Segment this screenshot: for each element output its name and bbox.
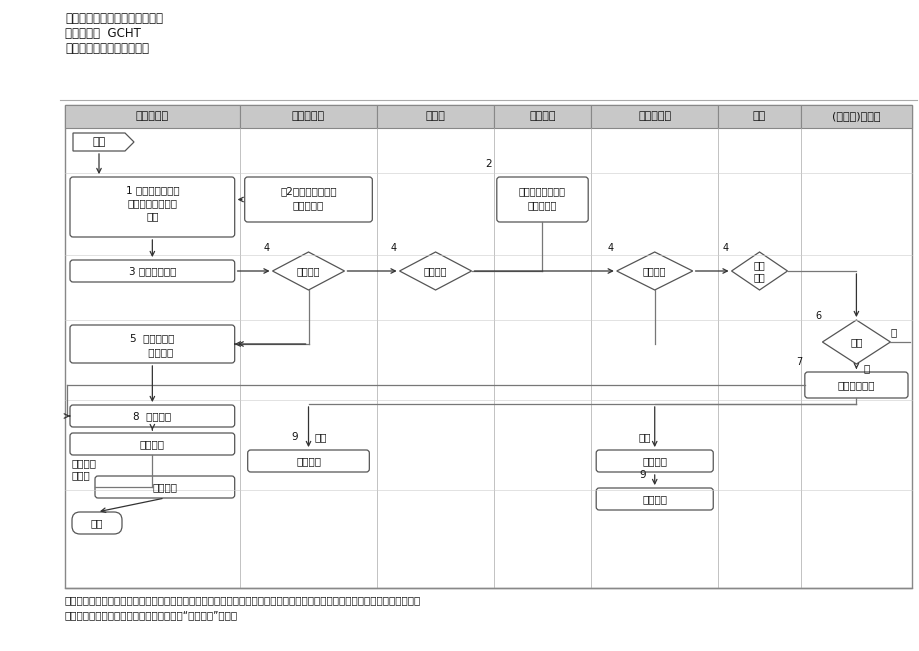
Text: 总工: 总工 <box>752 111 766 122</box>
FancyBboxPatch shape <box>244 177 372 222</box>
Text: 6: 6 <box>814 311 821 321</box>
Text: 支付审核: 支付审核 <box>424 266 447 276</box>
Text: 4: 4 <box>607 243 613 253</box>
Text: 审批: 审批 <box>849 337 862 347</box>
Polygon shape <box>731 252 787 290</box>
FancyBboxPatch shape <box>804 372 907 398</box>
Text: 否: 否 <box>890 327 896 337</box>
FancyBboxPatch shape <box>247 450 369 472</box>
Polygon shape <box>616 252 692 290</box>
Text: 技术: 技术 <box>753 260 765 270</box>
Text: 供业务支持: 供业务支持 <box>528 200 557 210</box>
Text: 法律审核: 法律审核 <box>297 266 320 276</box>
Text: 把关: 把关 <box>753 272 765 282</box>
Text: 参与合同谈判，提: 参与合同谈判，提 <box>518 186 565 196</box>
Text: 流程主办部门：工程管理部: 流程主办部门：工程管理部 <box>65 42 149 55</box>
Bar <box>377 105 494 128</box>
FancyBboxPatch shape <box>72 512 122 534</box>
FancyBboxPatch shape <box>596 450 712 472</box>
Polygon shape <box>272 252 344 290</box>
FancyBboxPatch shape <box>70 405 234 427</box>
FancyBboxPatch shape <box>496 177 587 222</box>
Text: 财务部: 财务部 <box>425 111 445 122</box>
Text: 结束: 结束 <box>91 518 103 528</box>
Text: 开始: 开始 <box>92 137 106 147</box>
Text: 供法律支持: 供法律支持 <box>292 200 323 210</box>
Text: 说明：工程类包括建筑施工、监理和采购；其中乙方限于公司合格供方名录中备选单位；对于设计合同，在以上流程中工程管理部: 说明：工程类包括建筑施工、监理和采购；其中乙方限于公司合格供方名录中备选单位；对… <box>65 595 421 605</box>
Text: 部留存: 部留存 <box>72 470 91 480</box>
Text: 合同副本: 合同副本 <box>153 482 177 492</box>
Text: 文本: 文本 <box>146 211 158 221</box>
Text: 修改完善: 修改完善 <box>131 347 173 357</box>
Text: 合同副本: 合同副本 <box>641 456 666 466</box>
FancyBboxPatch shape <box>70 433 234 455</box>
Text: 成本合约部: 成本合约部 <box>638 111 671 122</box>
Polygon shape <box>399 252 471 290</box>
FancyBboxPatch shape <box>70 260 234 282</box>
FancyBboxPatch shape <box>70 325 234 363</box>
Text: 正式签定合同: 正式签定合同 <box>837 380 874 390</box>
Bar <box>718 105 800 128</box>
Bar <box>591 105 718 128</box>
Text: 7: 7 <box>795 357 801 367</box>
Polygon shape <box>73 133 134 151</box>
Text: (主管副)总经理: (主管副)总经理 <box>832 111 879 122</box>
Text: 是: 是 <box>862 363 868 373</box>
Text: 监控执行: 监控执行 <box>641 494 666 504</box>
FancyBboxPatch shape <box>95 476 234 498</box>
Text: 9: 9 <box>291 432 298 442</box>
Text: 综合办公室: 综合办公室 <box>291 111 324 122</box>
Text: 2: 2 <box>485 159 492 169</box>
Text: 留存: 留存 <box>638 432 651 442</box>
Text: 1 根据需要组织合: 1 根据需要组织合 <box>125 185 179 195</box>
Text: 4: 4 <box>721 243 728 253</box>
Text: 合同正本: 合同正本 <box>140 439 165 449</box>
Polygon shape <box>822 320 890 364</box>
Text: 4: 4 <box>390 243 396 253</box>
FancyBboxPatch shape <box>596 488 712 510</box>
Text: 合同副本: 合同副本 <box>296 456 321 466</box>
Text: 同谈判，起草合同: 同谈判，起草合同 <box>127 198 177 208</box>
Text: 参2与合同谈判，提: 参2与合同谈判，提 <box>280 186 336 196</box>
Bar <box>65 105 240 128</box>
Text: 5  对合同文本: 5 对合同文本 <box>130 333 175 343</box>
Text: 9: 9 <box>639 470 645 480</box>
Text: 代之以发展规划部，相应地工程管理部作为“相关部门”参与。: 代之以发展规划部，相应地工程管理部作为“相关部门”参与。 <box>65 610 238 620</box>
Text: 相关部门: 相关部门 <box>528 111 555 122</box>
Text: 流程名称：工程类合同管理流程: 流程名称：工程类合同管理流程 <box>65 12 163 25</box>
Text: 3 形成合同文本: 3 形成合同文本 <box>129 266 176 276</box>
Text: 预算审核: 预算审核 <box>642 266 665 276</box>
Bar <box>800 105 911 128</box>
Text: 并转项目: 并转项目 <box>72 458 96 468</box>
Text: 8  执行合同: 8 执行合同 <box>133 411 171 421</box>
Bar <box>494 105 591 128</box>
Text: 4: 4 <box>263 243 269 253</box>
Text: 留存: 留存 <box>314 432 326 442</box>
Text: 流程编号：  GCHT: 流程编号： GCHT <box>65 27 141 40</box>
FancyBboxPatch shape <box>70 177 234 237</box>
Bar <box>65 105 911 588</box>
Bar <box>240 105 377 128</box>
Text: 工程管理部: 工程管理部 <box>136 111 169 122</box>
